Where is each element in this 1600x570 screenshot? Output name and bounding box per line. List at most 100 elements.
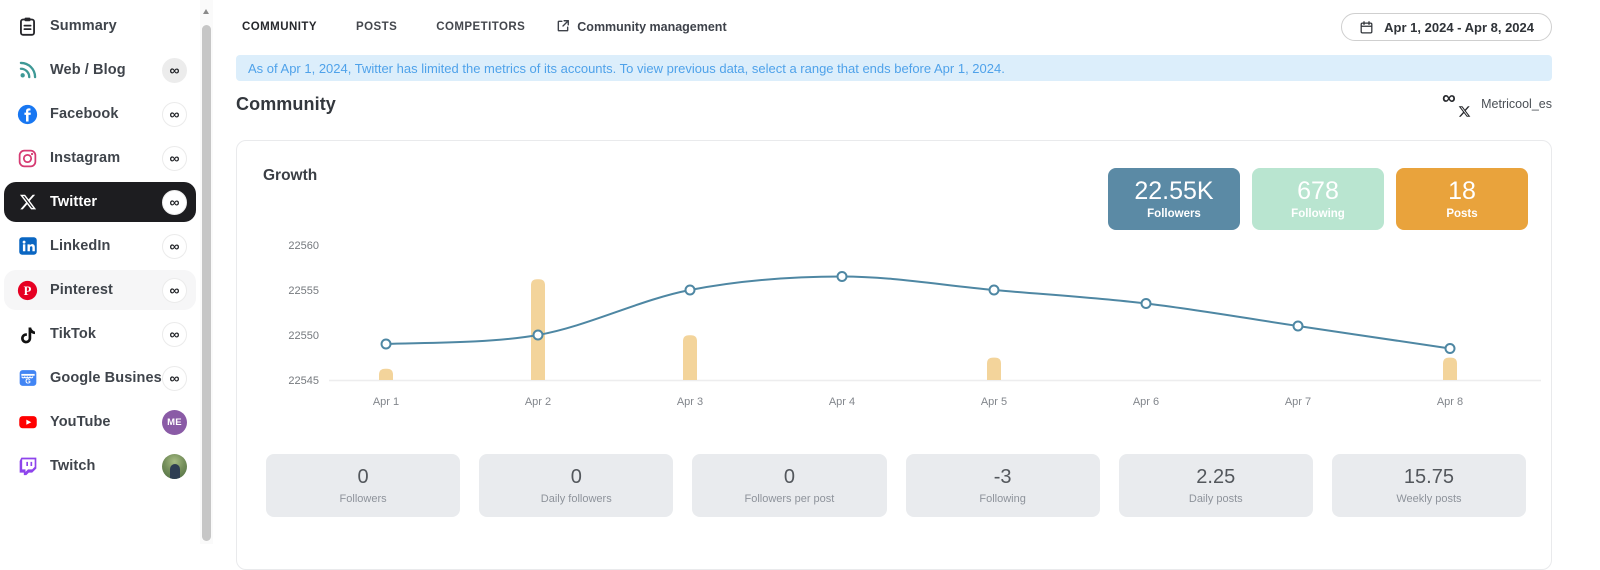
metric-tile-daily-posts: 2.25 Daily posts <box>1118 454 1313 517</box>
data-point[interactable] <box>380 338 392 350</box>
sidebar-item-youtube[interactable]: YouTube ME <box>4 402 196 442</box>
metric-tile-following: -3 Following <box>905 454 1100 517</box>
metric-tiles: 0 Followers 0 Daily followers 0 Followers per… <box>266 454 1527 517</box>
youtube-icon <box>16 411 39 434</box>
sidebar-item-label: Summary <box>50 18 117 34</box>
svg-text:G: G <box>25 378 31 386</box>
data-point[interactable] <box>1292 320 1304 332</box>
chart-x-axis-labels: Apr 1 Apr 2 Apr 3 Apr 4 Apr 5 Apr 6 Apr 7 Apr 8 <box>373 396 1463 408</box>
data-point[interactable] <box>1140 298 1152 309</box>
community-management-label: Community management <box>577 20 727 34</box>
metric-label: Followers <box>339 493 387 505</box>
connected-infinity-badge: ∞ <box>162 101 187 127</box>
sidebar-item-summary[interactable]: Summary <box>4 6 196 46</box>
svg-text:Apr 8: Apr 8 <box>1437 396 1463 408</box>
metric-value: 15.75 <box>1403 466 1454 488</box>
data-point[interactable] <box>988 284 1000 296</box>
notice-banner: As of Apr 1, 2024, Twitter has limited t… <box>236 55 1552 81</box>
followers-data-points <box>380 271 1456 354</box>
notice-banner-text: As of Apr 1, 2024, Twitter has limited t… <box>248 60 1005 76</box>
svg-text:22560: 22560 <box>288 240 319 252</box>
top-bar: COMMUNITY POSTS COMPETITORS Community mana… <box>236 12 1552 42</box>
svg-text:22545: 22545 <box>288 375 319 387</box>
sidebar-scrollbar[interactable] <box>200 0 213 544</box>
connected-infinity-badge: ∞ <box>162 321 187 347</box>
metric-value: 0 <box>783 466 795 488</box>
main-content: COMMUNITY POSTS COMPETITORS Community mana… <box>213 0 1600 570</box>
date-range-picker[interactable]: Apr 1, 2024 - Apr 8, 2024 <box>1341 13 1552 41</box>
data-point[interactable] <box>836 271 848 282</box>
data-point[interactable] <box>684 284 696 296</box>
svg-text:Apr 3: Apr 3 <box>677 396 703 408</box>
followers-line <box>385 275 1451 350</box>
stat-chip-label: Followers <box>1147 207 1201 220</box>
metric-value: 0 <box>570 466 582 488</box>
sidebar-item-label: LinkedIn <box>50 238 111 254</box>
stat-chip-label: Following <box>1291 207 1345 220</box>
account-indicator[interactable]: ∞ Metricool_es <box>1442 89 1552 118</box>
svg-text:Apr 6: Apr 6 <box>1133 396 1159 408</box>
metric-tile-followers: 0 Followers <box>266 454 461 517</box>
sidebar-item-linkedin[interactable]: LinkedIn ∞ <box>4 226 196 266</box>
sidebar-item-pinterest[interactable]: P Pinterest ∞ <box>4 270 196 310</box>
posts-bar[interactable] <box>379 368 393 380</box>
twitch-icon <box>16 455 39 478</box>
linkedin-icon <box>16 235 39 258</box>
stat-chip-followers[interactable]: 22.55K Followers <box>1108 168 1240 230</box>
sidebar-item-label: YouTube <box>50 414 111 430</box>
twitter-x-icon <box>16 191 39 214</box>
sidebar-item-twitter[interactable]: Twitter ∞ <box>4 182 196 222</box>
stat-chip-posts[interactable]: 18 Posts <box>1396 168 1528 230</box>
account-name: Metricool_es <box>1481 97 1552 111</box>
stat-chip-value: 22.55K <box>1134 177 1214 206</box>
sidebar-item-label: Instagram <box>50 150 121 166</box>
page-title: Community <box>236 93 336 114</box>
date-range-label: Apr 1, 2024 - Apr 8, 2024 <box>1384 19 1534 35</box>
stat-chip-label: Posts <box>1446 207 1478 220</box>
svg-text:Apr 5: Apr 5 <box>981 396 1007 408</box>
sidebar-item-twitch[interactable]: Twitch <box>4 446 196 486</box>
metric-tile-weekly-posts: 15.75 Weekly posts <box>1331 454 1527 517</box>
pinterest-icon: P <box>16 279 39 302</box>
stat-chip-following[interactable]: 678 Following <box>1252 168 1384 230</box>
svg-text:22555: 22555 <box>288 285 319 297</box>
scrollbar-up-arrow-icon[interactable] <box>203 9 209 14</box>
summary-chips: 22.55K Followers 678 Following 18 Posts <box>1108 168 1528 230</box>
page-header: Community ∞ Metricool_es <box>236 89 1552 118</box>
tab-competitors[interactable]: COMPETITORS <box>430 21 531 33</box>
sidebar-item-instagram[interactable]: Instagram ∞ <box>4 138 196 178</box>
stat-chip-value: 18 <box>1448 177 1476 206</box>
posts-bar[interactable] <box>683 335 697 380</box>
connected-infinity-badge: ∞ <box>162 233 187 259</box>
avatar-initials-badge: ME <box>162 409 187 435</box>
tab-community[interactable]: COMMUNITY <box>236 21 323 33</box>
svg-text:Apr 4: Apr 4 <box>829 396 855 408</box>
posts-bar[interactable] <box>1443 357 1457 380</box>
connected-infinity-badge: ∞ <box>162 145 187 171</box>
connected-infinity-badge: ∞ <box>162 365 187 391</box>
facebook-icon <box>16 103 39 126</box>
metric-value: -3 <box>993 466 1012 488</box>
sidebar-item-label: TikTok <box>50 326 96 342</box>
sidebar-item-google-business[interactable]: G Google Busines... ∞ <box>4 358 196 398</box>
sidebar-item-facebook[interactable]: Facebook ∞ <box>4 94 196 134</box>
sidebar-item-label: Web / Blog <box>50 62 126 78</box>
metric-tile-daily-followers: 0 Daily followers <box>479 454 674 517</box>
svg-text:P: P <box>24 284 32 298</box>
scrollbar-thumb[interactable] <box>202 25 211 541</box>
rss-icon <box>16 59 39 82</box>
external-link-icon <box>556 19 570 36</box>
data-point[interactable] <box>532 329 544 341</box>
metricool-twitter-icon: ∞ <box>1442 89 1472 118</box>
metric-label: Following <box>979 493 1026 505</box>
sidebar-item-web-blog[interactable]: Web / Blog ∞ <box>4 50 196 90</box>
connected-infinity-badge: ∞ <box>162 277 187 303</box>
calendar-icon <box>1359 20 1374 35</box>
sidebar-item-tiktok[interactable]: TikTok ∞ <box>4 314 196 354</box>
avatar-photo-badge <box>162 453 187 479</box>
community-management-link[interactable]: Community management <box>556 19 727 36</box>
svg-text:Apr 2: Apr 2 <box>525 396 551 408</box>
posts-bar[interactable] <box>987 357 1001 380</box>
tab-posts[interactable]: POSTS <box>350 21 403 33</box>
data-point[interactable] <box>1444 343 1456 354</box>
